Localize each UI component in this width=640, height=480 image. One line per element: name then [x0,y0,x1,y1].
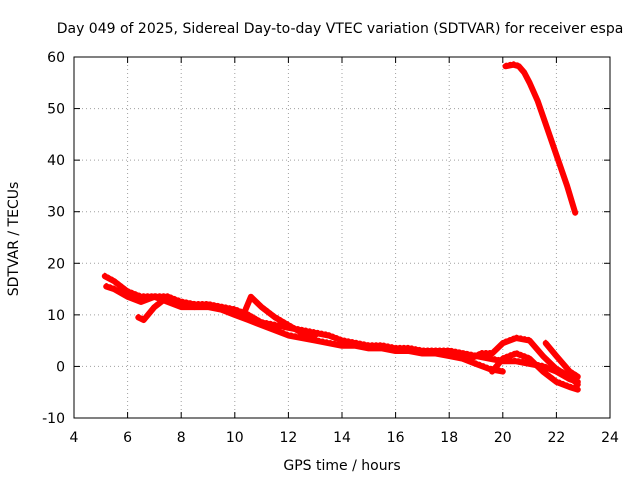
x-tick-label: 6 [123,430,132,446]
x-tick-label: 22 [547,430,565,446]
y-tick-label: 60 [47,50,65,66]
x-tick-label: 18 [440,430,458,446]
series-arc-c [135,293,198,323]
x-tick-label: 20 [494,430,512,446]
data-series [101,61,581,393]
y-axis-label: SDTVAR / TECUs [6,182,22,297]
series-arc-h [502,61,579,216]
y-tick-label: 30 [47,205,65,221]
y-tick-label: 0 [56,359,65,375]
series-arc-d-spread [244,293,317,334]
x-tick-label: 8 [177,430,186,446]
x-tick-label: 4 [70,430,79,446]
x-tick-label: 14 [333,430,351,446]
y-tick-label: 20 [47,256,65,272]
x-tick-label: 16 [387,430,405,446]
series-arc-e [467,335,581,388]
series-arc-b [103,283,506,375]
chart-title: Day 049 of 2025, Sidereal Day-to-day VTE… [57,21,624,37]
series-arc-c-spread [137,293,196,319]
axis-ticks: 4 6 8 10 12 14 16 18 20 22 24 -10 0 10 20 30 40 50 60 [42,50,619,446]
series-arc-f-spread [491,350,579,389]
x-tick-label: 24 [601,430,619,446]
y-tick-label: 10 [47,308,65,324]
series-arc-e-spread [469,334,579,383]
y-tick-label: 50 [47,102,65,118]
x-axis-label: GPS time / hours [283,458,400,474]
series-arc-g [542,340,581,380]
series-arc-f [489,350,581,393]
x-tick-label: 10 [226,430,244,446]
x-tick-label: 12 [279,430,297,446]
series-arc-g-spread [544,339,579,376]
y-tick-label: -10 [42,411,65,427]
grid [74,57,610,418]
series-arc-h-spread [504,61,577,212]
y-tick-label: 40 [47,153,65,169]
series-arc-d [242,293,319,339]
